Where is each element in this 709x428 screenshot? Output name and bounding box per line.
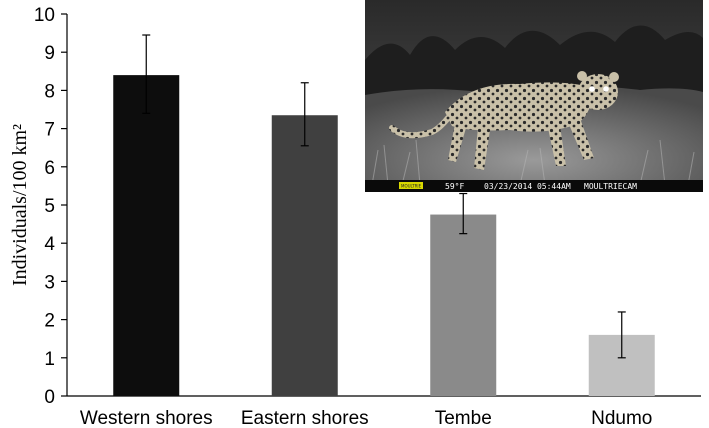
camera-brand-badge: MOULTRIE — [401, 184, 422, 189]
error-bar — [300, 82, 309, 147]
y-tick-label: 2 — [44, 311, 55, 332]
y-tick-label: 1 — [44, 349, 55, 370]
x-tick-label: Tembe — [435, 408, 492, 428]
bar — [113, 75, 180, 397]
y-tick-label: 3 — [44, 272, 55, 293]
bars — [113, 34, 655, 397]
y-tick-label: 0 — [44, 387, 55, 408]
y-tick-label: 10 — [34, 5, 55, 26]
x-tick-label: Eastern shores — [241, 408, 369, 428]
error-bar — [617, 311, 626, 359]
y-tick-label: 6 — [44, 158, 55, 179]
camera-trap-photo: MOULTRIE 59°F 03/23/2014 05:44AM MOULTRI… — [365, 0, 703, 192]
bar — [271, 115, 338, 396]
camera-model: MOULTRIECAM — [584, 182, 637, 191]
y-ticks: 0 1 2 3 4 5 6 7 8 9 10 — [34, 5, 67, 408]
x-tick-label: Ndumo — [591, 408, 652, 428]
y-tick-label: 8 — [44, 81, 55, 102]
y-tick-label: 4 — [44, 234, 55, 255]
error-bar — [142, 34, 151, 114]
error-bar — [459, 192, 468, 235]
y-axis-title: Individuals/100 km² — [9, 124, 31, 286]
x-tick-label: Western shores — [80, 408, 213, 428]
leopard-figure — [389, 71, 619, 170]
bar — [430, 214, 497, 396]
y-tick-label: 9 — [44, 43, 55, 64]
camera-datetime: 03/23/2014 05:44AM — [484, 182, 571, 191]
x-tick-labels: Western shores Eastern shores Tembe Ndumo — [80, 408, 652, 428]
y-tick-label: 5 — [44, 196, 55, 217]
camera-temperature: 59°F — [445, 182, 464, 191]
y-tick-label: 7 — [44, 120, 55, 141]
